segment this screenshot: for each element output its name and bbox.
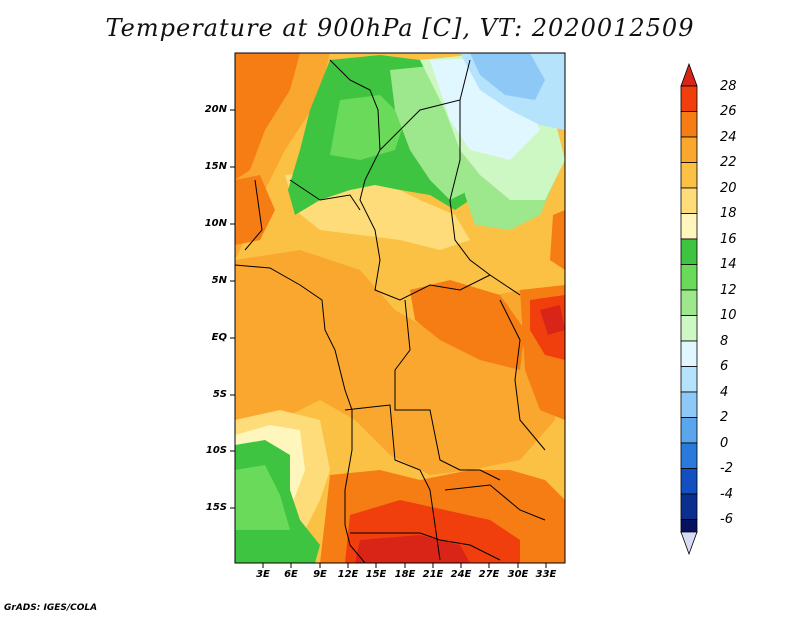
colorbar-label: -2 <box>720 461 733 476</box>
lat-label: 5N <box>211 275 227 286</box>
lon-label: 33E <box>535 569 557 580</box>
border-angola <box>344 404 441 561</box>
colorbar-label: 0 <box>720 436 729 451</box>
field-24-26-ne <box>550 210 565 270</box>
lon-label: 21E <box>422 569 444 580</box>
border-congo <box>394 299 501 481</box>
lat-label: 15S <box>205 502 227 513</box>
colorbar <box>680 62 698 556</box>
lat-label: EQ <box>211 332 227 343</box>
border-east <box>499 299 546 451</box>
colorbar-label: 22 <box>720 155 737 170</box>
colorbar-label: 2 <box>720 410 729 425</box>
lon-label: 30E <box>507 569 529 580</box>
border-north <box>329 59 491 301</box>
field-24-26-basin <box>410 280 525 370</box>
field-gt28 <box>355 535 470 563</box>
lat-label: 10N <box>204 218 227 229</box>
axis-ticks <box>230 109 547 568</box>
lon-label: 3E <box>256 569 270 580</box>
lat-label: 10S <box>205 445 227 456</box>
border-namibia <box>350 532 501 561</box>
border-sudan <box>449 100 521 296</box>
lon-label: 15E <box>365 569 387 580</box>
coastline-west <box>235 264 366 563</box>
border-ne <box>379 59 471 151</box>
colorbar-label: 6 <box>720 359 729 374</box>
colorbar-label: 4 <box>720 385 729 400</box>
lon-label: 24E <box>450 569 472 580</box>
lon-label: 18E <box>394 569 416 580</box>
lon-label: 12E <box>337 569 359 580</box>
field-24-26-w <box>235 175 275 245</box>
chart-title: Temperature at 900hPa [C], VT: 202001250… <box>105 14 695 42</box>
colorbar-label: 8 <box>720 334 729 349</box>
colorbar-label: 14 <box>720 257 737 272</box>
colorbar-label: -6 <box>720 512 733 527</box>
field-12-14-sw <box>235 465 290 530</box>
field-24-26-nw <box>235 53 300 180</box>
colorbar-label: 10 <box>720 308 737 323</box>
lon-label: 9E <box>313 569 327 580</box>
colorbar-label: 28 <box>720 79 737 94</box>
lat-label: 15N <box>204 161 227 172</box>
field-2-4 <box>470 53 545 100</box>
footer-credit: GrADS: IGES/COLA <box>4 603 98 613</box>
border-zambia <box>444 484 546 521</box>
colorbar-label: -4 <box>720 487 733 502</box>
lon-label: 6E <box>284 569 298 580</box>
lat-label: 5S <box>212 389 227 400</box>
colorbar-label: 16 <box>720 232 737 247</box>
colorbar-bottom-arrow <box>680 531 698 556</box>
field-6-8 <box>430 58 540 160</box>
border-west <box>244 179 263 251</box>
lat-label: 20N <box>204 104 227 115</box>
colorbar-top-arrow <box>680 62 698 87</box>
colorbar-label: 18 <box>720 206 737 221</box>
map-frame <box>234 52 566 564</box>
temperature-field <box>235 53 565 563</box>
country-borders <box>235 59 546 563</box>
field-gt28-east <box>540 305 565 335</box>
border-sahel <box>289 179 361 211</box>
lon-label: 27E <box>478 569 500 580</box>
colorbar-label: 24 <box>720 130 737 145</box>
colorbar-label: 20 <box>720 181 737 196</box>
colorbar-label: 12 <box>720 283 737 298</box>
colorbar-label: 26 <box>720 104 737 119</box>
